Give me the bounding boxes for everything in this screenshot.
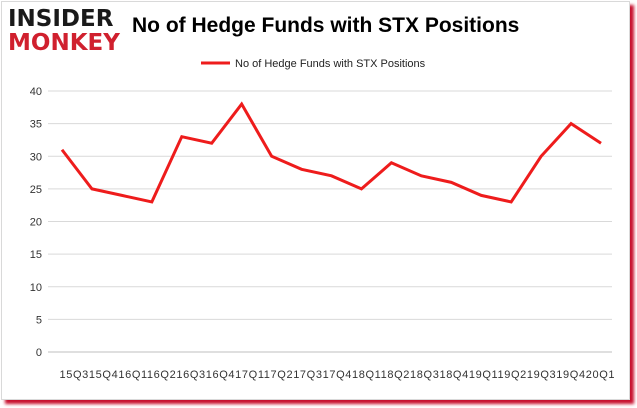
gridlines: [48, 90, 612, 353]
series-line-0: [60, 101, 602, 204]
series-layer: [60, 101, 602, 204]
x-axis: 15Q315Q416Q116Q216Q316Q417Q117Q217Q317Q4…: [60, 369, 615, 381]
y-tick-label-25: 25: [30, 184, 42, 196]
legend: No of Hedge Funds with STX Positions: [201, 58, 426, 70]
y-tick-label-30: 30: [30, 151, 42, 163]
logo-text-bottom: MONKEY: [8, 30, 120, 56]
y-tick-label-40: 40: [30, 86, 42, 98]
chart-frame: [1, 1, 630, 400]
y-tick-label-0: 0: [36, 347, 42, 359]
y-tick-label-10: 10: [30, 282, 42, 294]
y-axis-ticks: 0 5 10 15 20 25 30 35 40: [30, 86, 42, 359]
logo-text-top: INSIDER: [8, 6, 114, 32]
x-tick-labels: 15Q315Q416Q116Q216Q316Q417Q117Q217Q317Q4…: [60, 369, 615, 381]
y-tick-label-20: 20: [30, 217, 42, 229]
y-tick-label-5: 5: [36, 314, 42, 326]
y-tick-label-15: 15: [30, 249, 42, 261]
legend-label: No of Hedge Funds with STX Positions: [235, 58, 426, 70]
insider-monkey-logo: INSIDER MONKEY: [8, 4, 120, 56]
chart-title: No of Hedge Funds with STX Positions: [132, 14, 520, 37]
y-tick-label-35: 35: [30, 119, 42, 131]
